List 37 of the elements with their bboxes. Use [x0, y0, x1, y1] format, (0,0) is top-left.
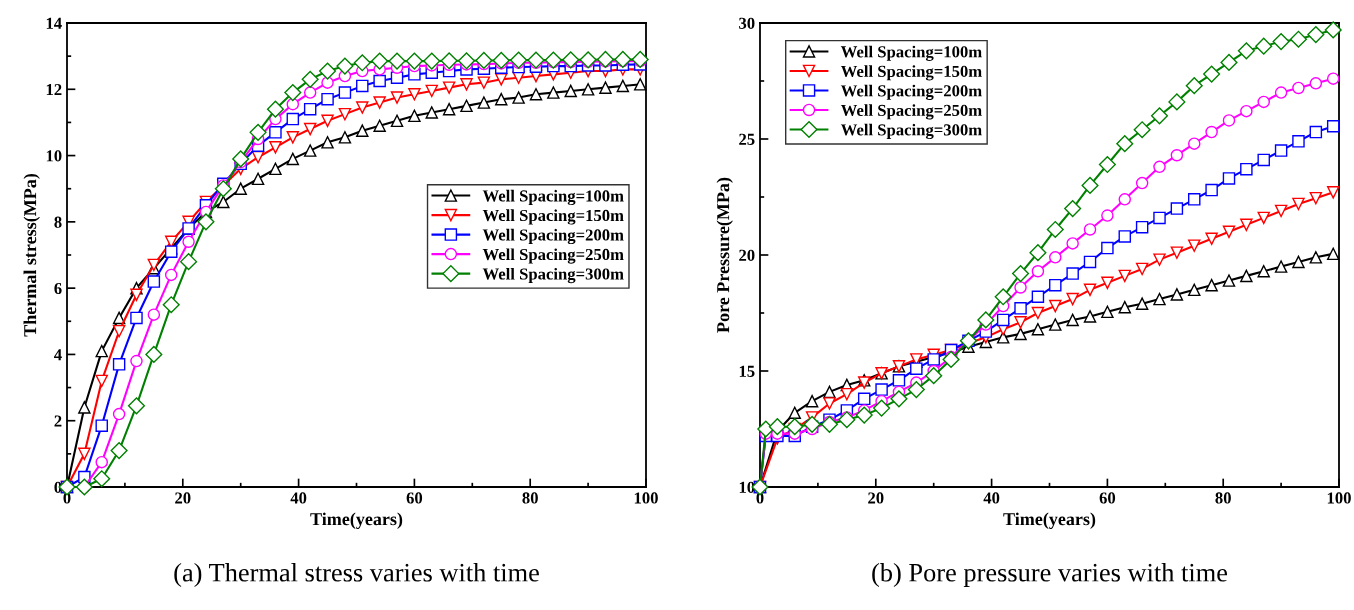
y-axis-title: Pore Pressure(MPa) — [716, 177, 733, 333]
x-tick-label: 80 — [522, 492, 538, 504]
y-tick-label: 10 — [46, 150, 62, 162]
x-tick-label: 20 — [868, 492, 884, 504]
text: (b) Pore pressure varies with time — [872, 563, 1228, 587]
y-tick-label: 30 — [739, 17, 755, 29]
legend-label: Well Spacing=300m — [482, 267, 624, 284]
legend-label: Well Spacing=300m — [840, 123, 982, 140]
x-tick-label: 100 — [1327, 492, 1351, 504]
legend-label: Well Spacing=250m — [840, 104, 982, 120]
y-tick-label: 12 — [46, 84, 62, 96]
legend-label: Well Spacing=200m — [840, 84, 982, 100]
y-tick-label: 4 — [54, 349, 62, 361]
x-tick-label: 60 — [406, 492, 423, 504]
legend-label: Well Spacing=250m — [482, 248, 624, 264]
legend-label: Well Spacing=200m — [482, 228, 624, 245]
x-tick-label: 20 — [175, 492, 191, 504]
legend-label: Well Spacing=150m — [482, 209, 624, 225]
x-tick-label: 100 — [634, 492, 658, 504]
x-axis-title: Time(years) — [1003, 512, 1096, 529]
y-tick-label: 8 — [54, 216, 62, 228]
y-tick-label: 25 — [739, 133, 755, 145]
legend-label: Well Spacing=100m — [840, 45, 982, 61]
y-axis-title: Thermal stress(MPa) — [23, 173, 40, 337]
y-tick-label: 14 — [46, 17, 62, 29]
x-axis-title: Time(years) — [310, 512, 403, 529]
x-tick-label: 40 — [983, 492, 1000, 504]
x-tick-label: 40 — [290, 492, 307, 504]
text: (a) Thermal stress varies with time — [174, 563, 539, 587]
legend-label: Well Spacing=100m — [482, 189, 624, 206]
y-tick-label: 20 — [739, 249, 755, 261]
x-tick-label: 60 — [1099, 492, 1116, 504]
x-tick-label: 80 — [1215, 492, 1231, 504]
y-tick-label: 15 — [739, 365, 755, 377]
legend-label: Well Spacing=150m — [840, 65, 982, 81]
y-tick-label: 2 — [54, 415, 62, 427]
y-tick-label: 6 — [54, 282, 62, 295]
